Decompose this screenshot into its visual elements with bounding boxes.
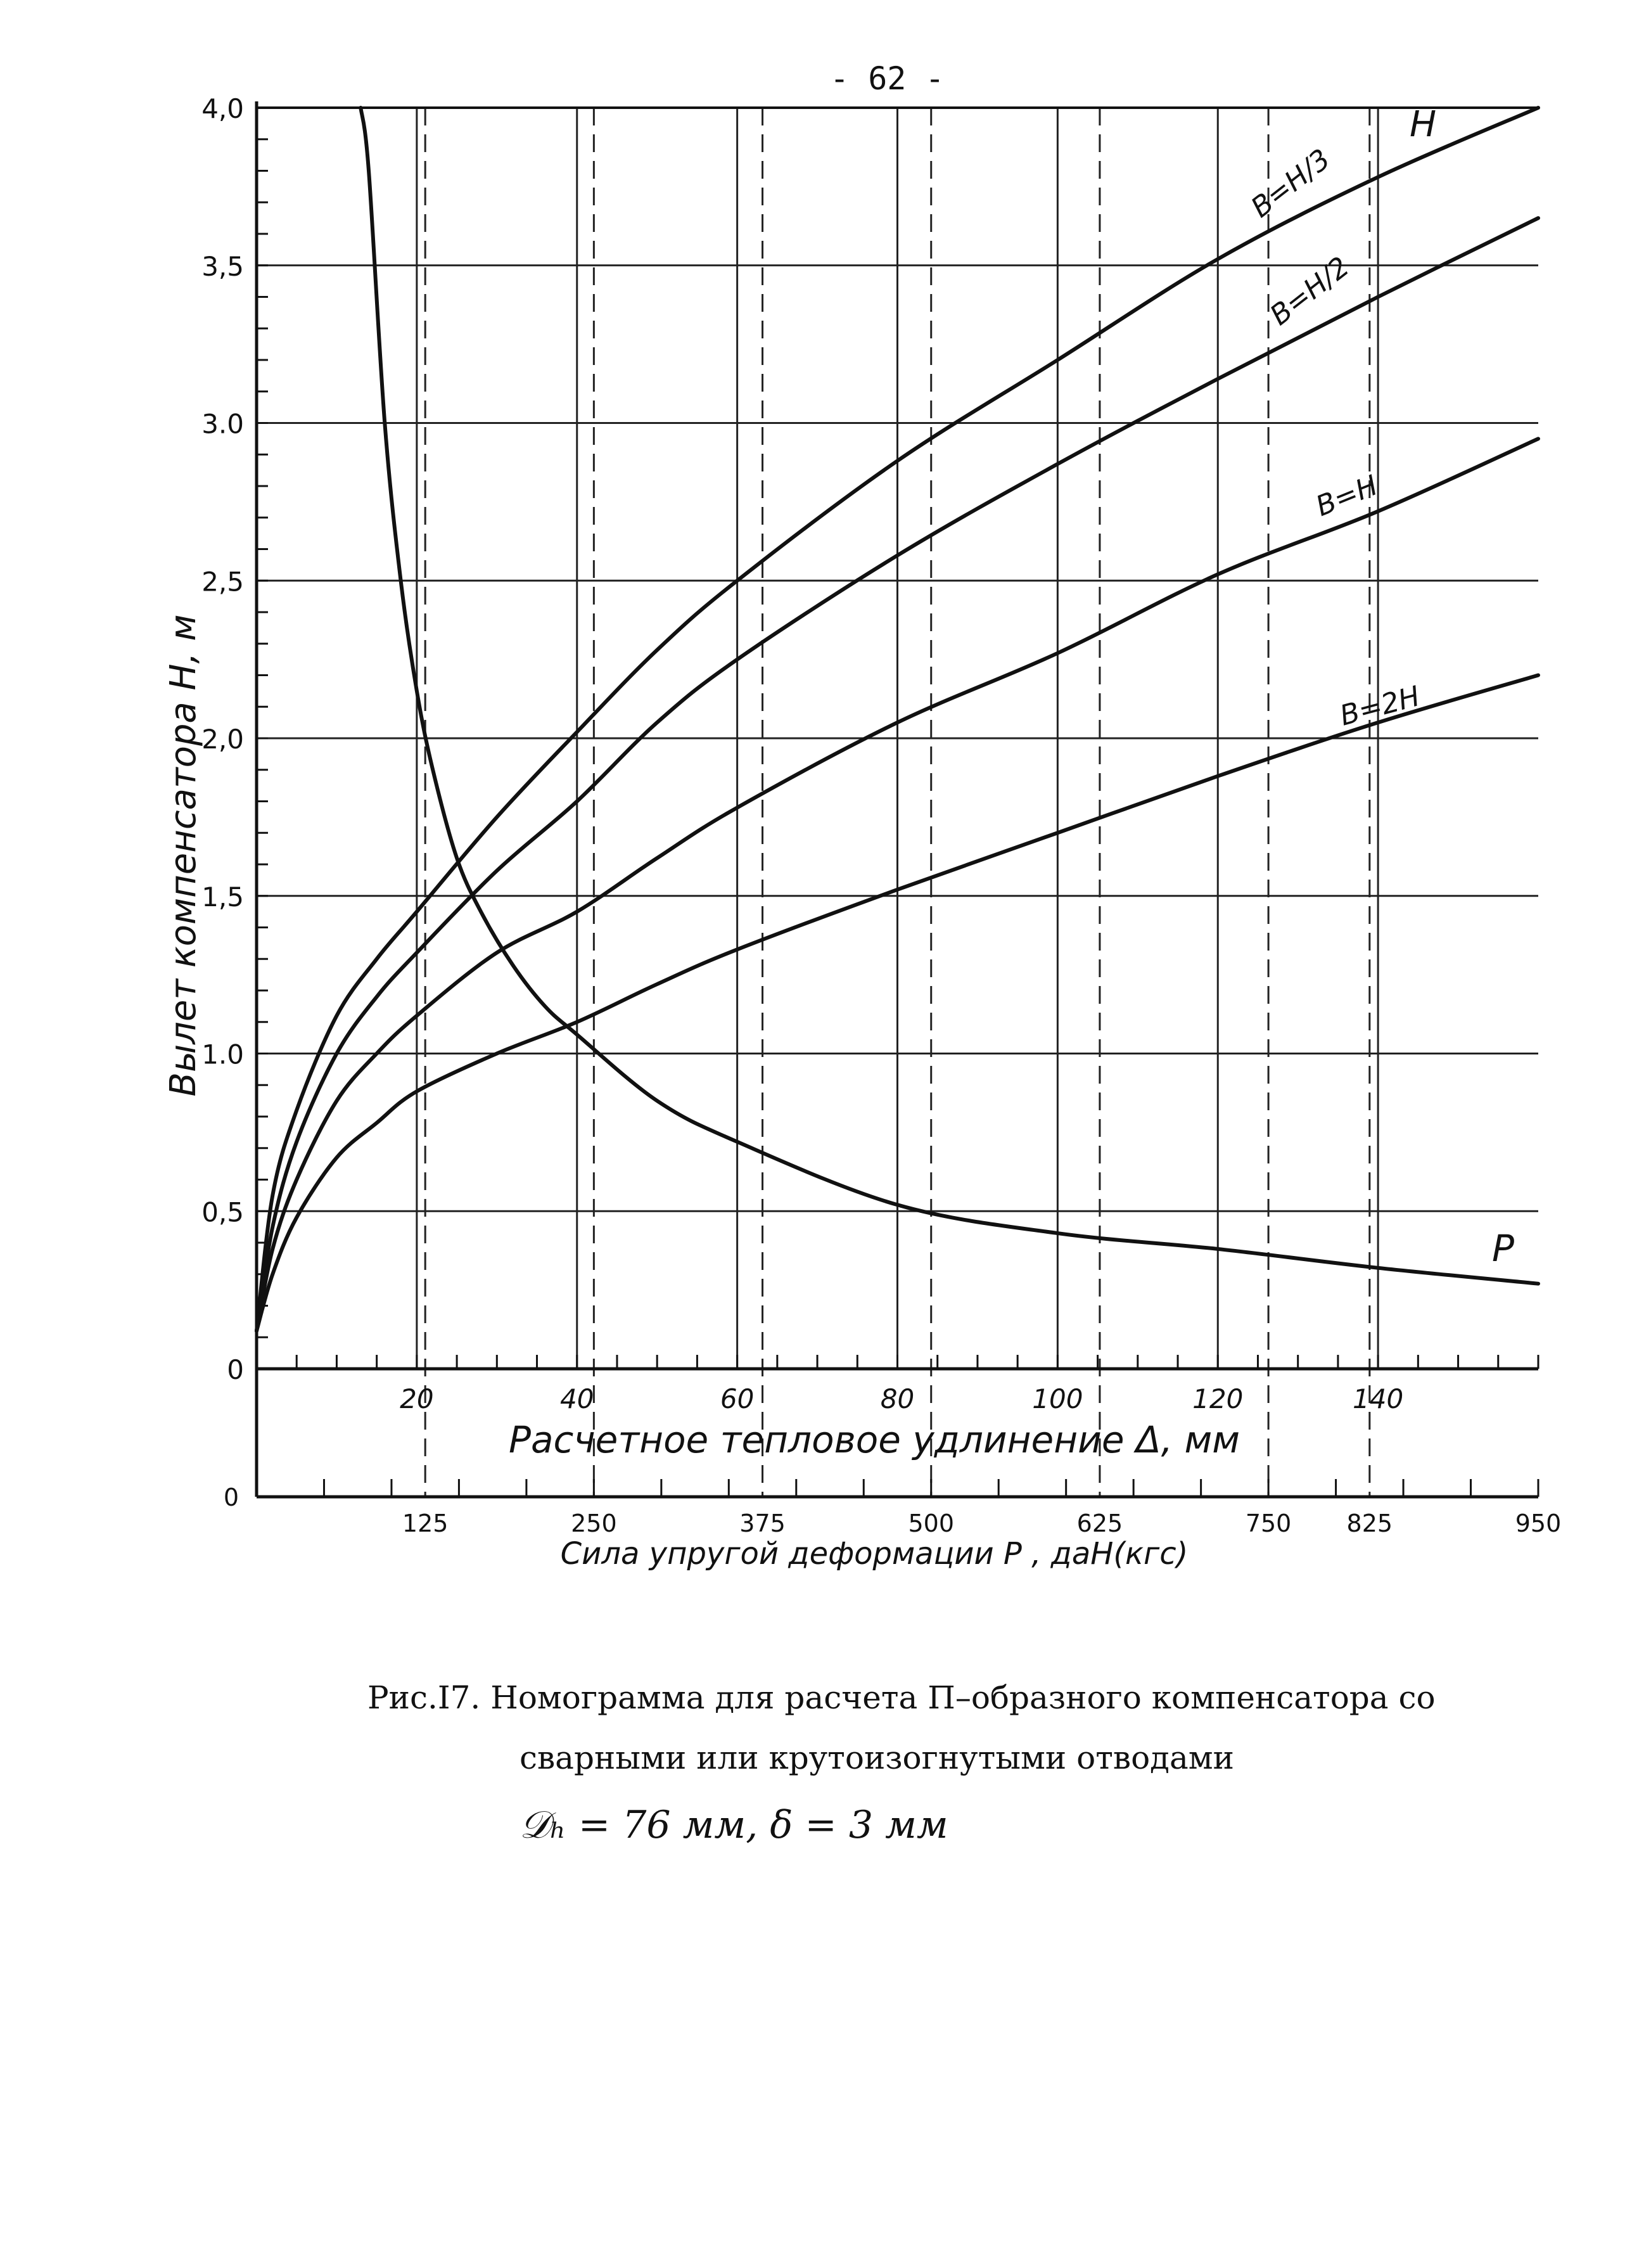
y-axis-label: Вылет компенсатора Н, м <box>163 615 204 1097</box>
series-line <box>359 106 1540 1286</box>
y-tick-label: 3.0 <box>201 409 244 440</box>
x2-tick-label: 125 <box>402 1509 449 1537</box>
y-tick-label: 3,5 <box>201 251 244 282</box>
x-tick-label: 120 <box>1192 1383 1243 1414</box>
series-lines <box>255 106 1540 1333</box>
curve-label: Р <box>1492 1227 1514 1270</box>
x-tick-label: 140 <box>1353 1383 1403 1414</box>
x2-tick-label: 950 <box>1515 1509 1562 1537</box>
y-tick-label: 1.0 <box>201 1039 244 1070</box>
y-tick-label: 0 <box>227 1354 244 1385</box>
series-line <box>255 216 1540 1333</box>
series-line <box>255 106 1540 1333</box>
series-line <box>255 673 1540 1333</box>
y-tick-label: 2,0 <box>201 724 244 755</box>
nomogram-chart: 0 0,5 1.0 1,5 2,0 2,5 3.0 3,5 4,0 20 40 60 80 100 120 1… <box>163 93 1561 1572</box>
x2-axis-label: Сила упругой деформации Р , даН(кгс) <box>561 1536 1189 1572</box>
figure-caption-line3: 𝒟ₕ = 76 мм, δ = 3 мм <box>520 1803 948 1847</box>
x-axis-label: Расчетное тепловое удлинение Δ, мм <box>509 1418 1240 1461</box>
y-tick-label: 4,0 <box>201 93 244 124</box>
x-tick-label: 20 <box>400 1383 433 1414</box>
curve-label: В=Н/2 <box>1264 250 1355 331</box>
labels: 0 0,5 1.0 1,5 2,0 2,5 3.0 3,5 4,0 20 40 60 80 100 120 1… <box>201 93 1561 1537</box>
x2-tick-label: 250 <box>571 1509 617 1537</box>
page-number: - 62 - <box>830 60 945 97</box>
figure-caption-line2: сварными или крутоизогнутыми отводами <box>520 1739 1234 1776</box>
x2-tick-label: 825 <box>1347 1509 1393 1537</box>
y-tick-label: 1,5 <box>201 881 244 913</box>
series-line <box>255 437 1540 1333</box>
x2-tick-label: 625 <box>1077 1509 1123 1537</box>
grid-lines <box>257 106 1538 1497</box>
x2-tick-label: 750 <box>1246 1509 1292 1537</box>
y-tick-label: 0,5 <box>201 1196 244 1227</box>
x-tick-label: 60 <box>720 1383 754 1414</box>
x2-tick-label: 375 <box>739 1509 786 1537</box>
curve-label: В=2Н <box>1337 680 1424 732</box>
curve-label: Н <box>1410 104 1436 145</box>
figure-caption-line1: Рис.I7. Номограмма для расчета П–образно… <box>367 1679 1436 1716</box>
x2-tick-label: 0 <box>224 1483 239 1511</box>
y-tick-label: 2,5 <box>201 566 244 597</box>
x2-tick-label: 500 <box>908 1509 954 1537</box>
curve-label: В=Н/3 <box>1245 143 1336 224</box>
x-tick-label: 80 <box>881 1383 914 1414</box>
axes <box>255 101 1540 1499</box>
x-tick-label: 40 <box>560 1383 594 1414</box>
x-tick-label: 100 <box>1032 1383 1083 1414</box>
